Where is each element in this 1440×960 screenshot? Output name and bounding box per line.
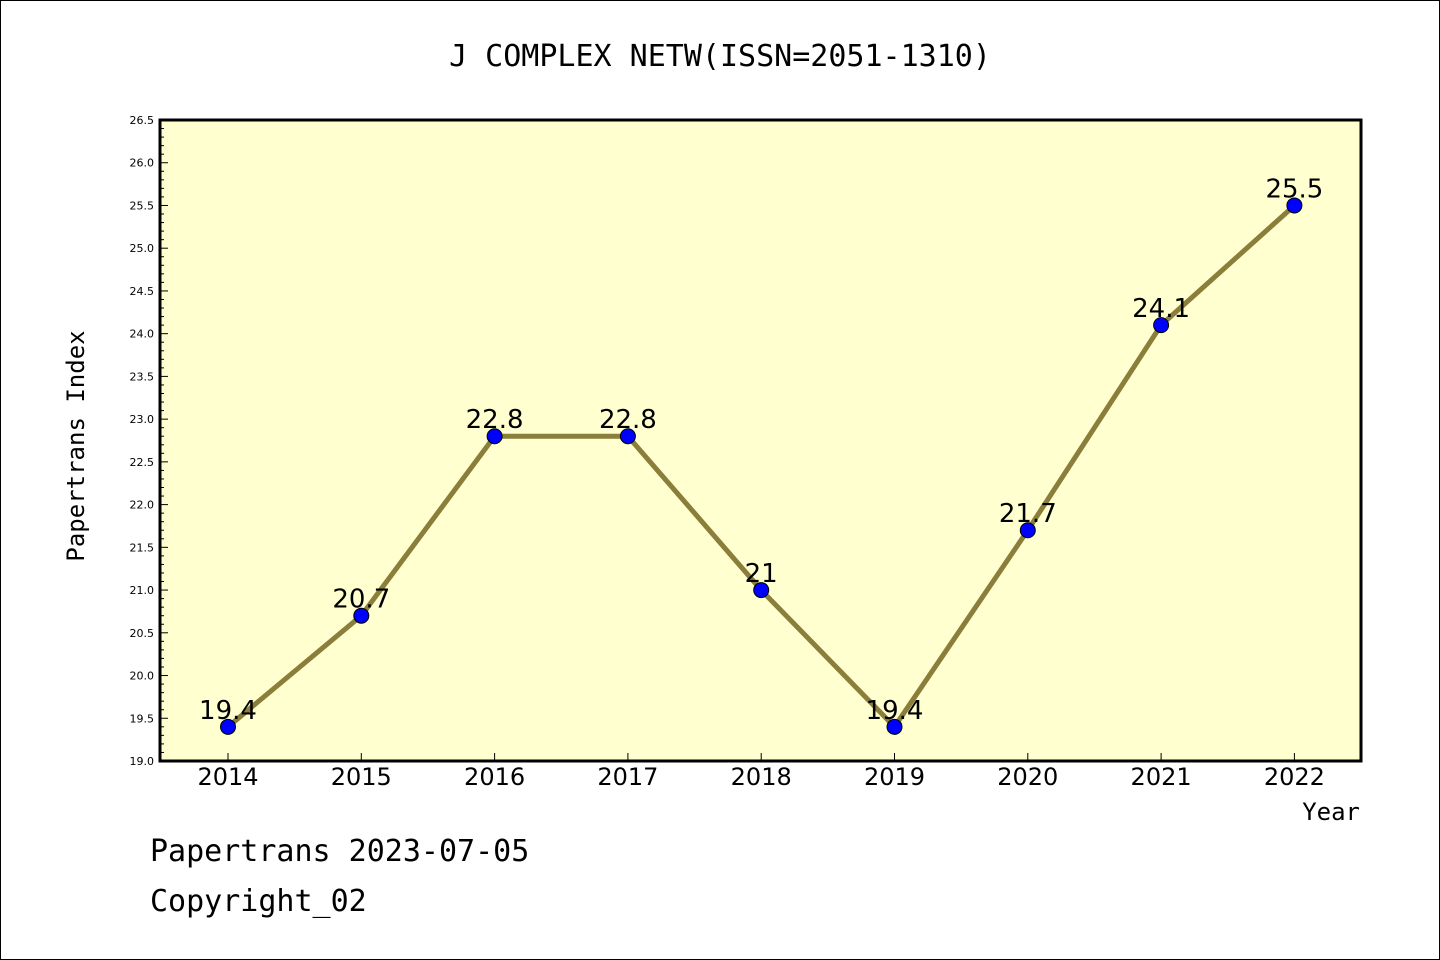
y-tick-label: 25.0 [130, 242, 155, 255]
y-tick-label: 24.5 [130, 285, 155, 298]
y-tick-label: 23.5 [130, 370, 155, 383]
data-point [1153, 317, 1170, 334]
x-tick-label: 2015 [331, 763, 392, 791]
data-label: 20.7 [332, 585, 390, 615]
plot-area [160, 120, 1361, 761]
x-tick-label: 2016 [464, 763, 525, 791]
plot-layer: 19.0 19.5 20.0 20.5 21.0 21.5 22.0 22.5 23.0 23.5… [130, 114, 1363, 791]
x-tick-label: 2014 [197, 763, 258, 791]
x-tick-label: 2021 [1131, 763, 1192, 791]
y-tick-label: 21.5 [130, 541, 155, 554]
data-point [486, 428, 503, 445]
data-point [220, 718, 236, 735]
plot-border [158, 118, 1363, 763]
data-label: 25.5 [1265, 174, 1323, 204]
y-tick-label: 22.5 [130, 456, 155, 469]
y-tick-label: 20.5 [130, 627, 155, 640]
y-tick-label: 26.5 [130, 114, 155, 127]
footer-date: Papertrans 2023-07-05 [150, 834, 530, 869]
y-tick-label: 26.0 [130, 157, 155, 170]
data-point [619, 428, 636, 445]
x-axis-title: Year [1302, 798, 1360, 826]
data-point [1286, 197, 1303, 214]
y-tick-label: 23.0 [130, 413, 155, 426]
data-label: 24.1 [1132, 294, 1190, 324]
data-label: 19.4 [199, 696, 257, 726]
x-tick-label: 2018 [731, 763, 792, 791]
x-tick-label: 2017 [597, 763, 658, 791]
data-label: 21 [745, 559, 778, 589]
data-point [353, 607, 370, 624]
x-tick-label: 2020 [997, 763, 1058, 791]
data-point [1019, 522, 1036, 539]
chart-title: J COMPLEX NETW(ISSN=2051-1310) [449, 39, 991, 74]
y-axis-title: Papertrans Index [62, 330, 90, 561]
y-tick-label: 22.0 [130, 499, 155, 512]
y-tick-label: 19.5 [130, 712, 155, 725]
x-tick-label: 2022 [1264, 763, 1325, 791]
y-tick-label: 19.0 [130, 755, 155, 768]
footer-copyright: Copyright_02 [150, 884, 367, 919]
y-tick-label: 25.5 [130, 199, 155, 212]
data-point [753, 582, 770, 599]
y-tick-label: 24.0 [130, 328, 155, 341]
x-tick-label: 2019 [864, 763, 925, 791]
data-label: 19.4 [866, 696, 924, 726]
data-point [886, 718, 903, 735]
data-label: 22.8 [599, 405, 657, 435]
y-tick-label: 21.0 [130, 584, 155, 597]
data-label: 22.8 [466, 405, 524, 435]
y-tick-label: 20.0 [130, 670, 155, 683]
data-label: 21.7 [999, 499, 1057, 529]
